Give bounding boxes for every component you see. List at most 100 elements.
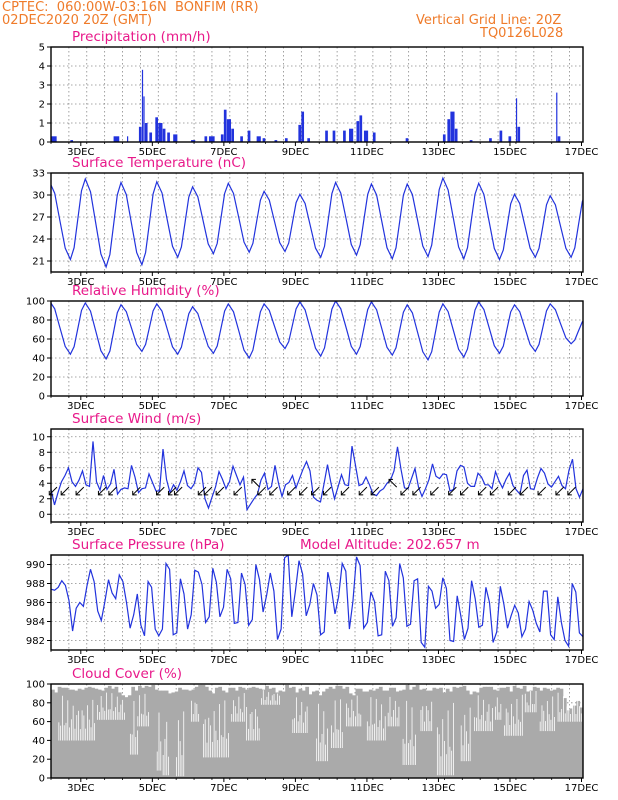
cloud-bar — [352, 695, 356, 778]
header-location: CPTEC: 060:00W-03:16N BONFIM (RR) — [2, 0, 259, 15]
cloud-bar — [496, 690, 500, 778]
wind-arrow — [60, 486, 70, 496]
cloud-gap — [483, 699, 484, 732]
precip-bar — [515, 98, 518, 142]
panel-2: 21 24 27 30 33 3DEC 5DEC 7DEC 9DEC 11DEC 13DEC 15DE… — [32, 155, 598, 288]
cloud-gap — [358, 713, 360, 727]
wind-arrow-head — [448, 490, 453, 496]
cloud-bar — [472, 691, 477, 778]
cloud-gap — [316, 738, 318, 762]
precip-bar — [191, 140, 196, 142]
cloud-gap — [379, 720, 381, 741]
wind-arrow — [174, 486, 183, 496]
xtick-label: 3DEC — [67, 277, 94, 288]
cloud-gap — [440, 756, 442, 776]
xtick-label: 9DEC — [282, 655, 309, 666]
cloud-bar — [144, 685, 149, 778]
ytick-label: 60 — [32, 335, 45, 346]
cloud-gap — [194, 702, 196, 722]
wind-arrow-head — [388, 478, 394, 484]
ytick-label: 0 — [39, 138, 45, 149]
cloud-gap — [177, 720, 179, 777]
cloud-bar — [382, 690, 386, 778]
cloud-bar — [285, 684, 289, 778]
cloud-gap — [158, 712, 160, 771]
cloud-bar — [77, 688, 82, 778]
precip-bar — [517, 126, 521, 142]
cloud-bar — [114, 686, 119, 778]
wind-arrow — [490, 486, 499, 496]
cloud-bar — [499, 687, 504, 778]
cloud-gap — [451, 750, 453, 776]
cloud-bar — [562, 698, 567, 778]
cloud-gap — [353, 710, 355, 727]
ytick-label: 27 — [32, 213, 45, 224]
header-datetime: 02DEC2020 20Z (GMT) — [2, 13, 153, 28]
ytick-label: 80 — [32, 316, 45, 327]
cloud-gap — [231, 714, 233, 722]
cloud-bar — [475, 692, 480, 778]
cloud-bar — [449, 691, 453, 778]
cloud-gap — [94, 723, 96, 741]
cloud-gap — [541, 705, 543, 732]
xtick-label: 15DEC — [493, 527, 527, 538]
cloud-gap — [568, 699, 570, 722]
ytick-label: 0 — [39, 510, 45, 521]
cloud-gap — [474, 717, 476, 732]
cloud-bar — [492, 689, 497, 778]
cloud-gap — [356, 695, 358, 727]
precip-bar — [141, 69, 144, 142]
cloud-gap — [92, 699, 94, 741]
cloud-gap — [331, 725, 332, 749]
wind-arrow-head — [460, 490, 465, 496]
xtick-label: 5DEC — [139, 527, 166, 538]
cloud-bar — [569, 708, 574, 778]
wind-arrow — [400, 486, 410, 496]
wind-arrow — [197, 486, 207, 496]
cloud-gap — [63, 725, 65, 741]
cloud-gap — [90, 727, 92, 741]
precip-bar — [113, 136, 120, 142]
cloud-gap — [526, 702, 528, 713]
cloud-bar — [188, 690, 192, 778]
precip-bar — [363, 130, 369, 142]
cloud-bar — [258, 688, 263, 778]
wind-arrow-head — [507, 490, 513, 496]
cloud-gap — [384, 716, 386, 741]
cloud-gap — [498, 712, 500, 720]
wind-arrow-head — [269, 490, 274, 496]
cloud-gap — [512, 716, 514, 736]
cloud-gap — [156, 751, 158, 771]
cloud-bar — [134, 690, 139, 778]
cloud-bar — [275, 692, 279, 778]
cloud-gap — [58, 722, 60, 741]
cloud-bar — [94, 688, 99, 778]
xtick-label: 5DEC — [139, 277, 166, 288]
cloud-gap — [393, 709, 394, 727]
cloud-bar — [566, 710, 571, 778]
cloud-gap — [396, 717, 398, 727]
cloud-gap — [146, 715, 148, 727]
cloud-gap — [336, 729, 338, 749]
cloud-gap — [464, 714, 466, 762]
precip-bar — [557, 136, 561, 142]
cloud-gap — [87, 705, 88, 741]
cloud-gap — [466, 731, 467, 762]
cloud-bar — [409, 689, 413, 778]
precip-bar — [204, 136, 208, 142]
model-altitude-label: Model Altitude: 202.657 m — [300, 537, 480, 553]
cloud-gap — [233, 700, 234, 722]
cloud-bar — [572, 705, 577, 778]
wind-arrow-head — [251, 478, 256, 484]
cloud-gap — [561, 708, 563, 722]
cloud-gap — [334, 700, 336, 749]
ytick-label: 60 — [32, 717, 45, 728]
cloud-bar — [388, 687, 393, 778]
wind-arrow — [203, 486, 213, 496]
cloud-gap — [67, 700, 69, 741]
precip-bar — [508, 136, 512, 142]
cloud-bar — [101, 690, 105, 778]
series-line — [51, 555, 583, 649]
ytick-label: 40 — [32, 736, 45, 747]
precip-bar — [450, 111, 455, 142]
